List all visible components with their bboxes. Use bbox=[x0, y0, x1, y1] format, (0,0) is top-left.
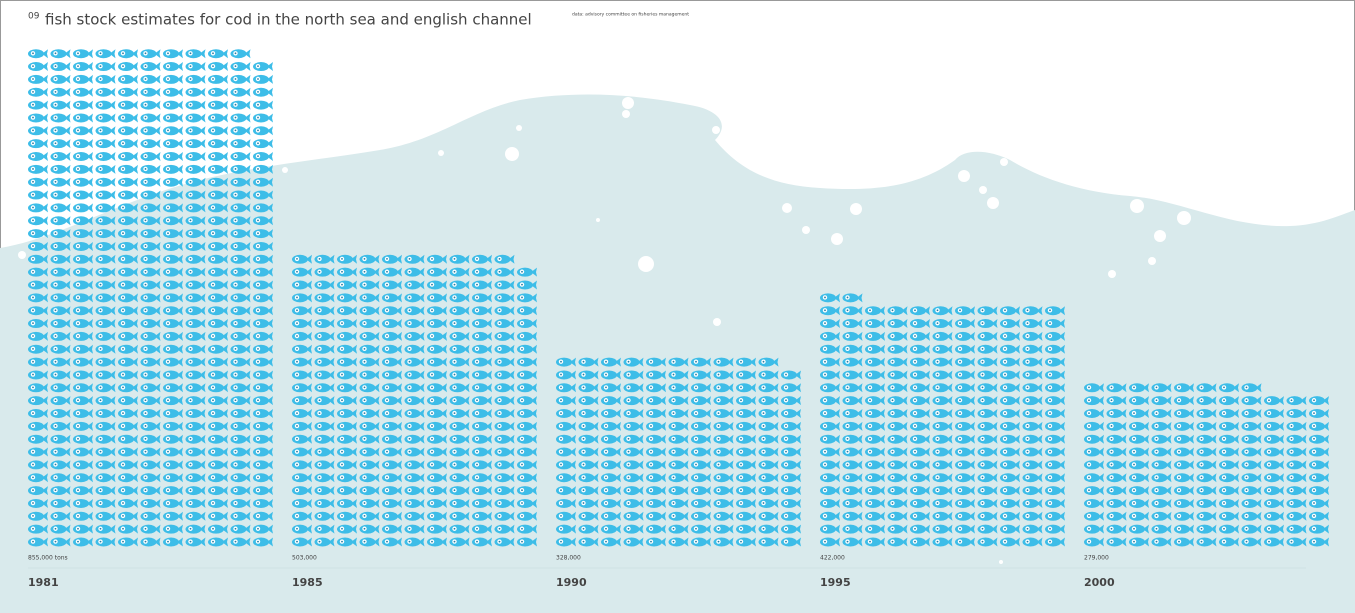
category-label: 2000 bbox=[1084, 576, 1115, 589]
chart-subtitle: data: advisory committee on fisheries ma… bbox=[572, 12, 689, 18]
category-label: 1985 bbox=[292, 576, 323, 589]
sea bbox=[0, 94, 1355, 613]
category-label: 1990 bbox=[556, 576, 587, 589]
chart-title: fish stock estimates for cod in the nort… bbox=[45, 11, 532, 29]
bubbles bbox=[18, 97, 1191, 564]
value-label: 503,000 bbox=[292, 555, 317, 562]
chart-number: 09 bbox=[28, 12, 40, 22]
value-label: 279,000 bbox=[1084, 555, 1109, 562]
fish-stack bbox=[556, 357, 801, 547]
fish-stack bbox=[292, 254, 537, 547]
category-label: 1995 bbox=[820, 576, 851, 589]
value-label: 328,000 bbox=[556, 555, 581, 562]
value-label: 855,000 tons bbox=[28, 555, 68, 562]
value-label: 422,000 bbox=[820, 555, 845, 562]
category-label: 1981 bbox=[28, 576, 59, 589]
